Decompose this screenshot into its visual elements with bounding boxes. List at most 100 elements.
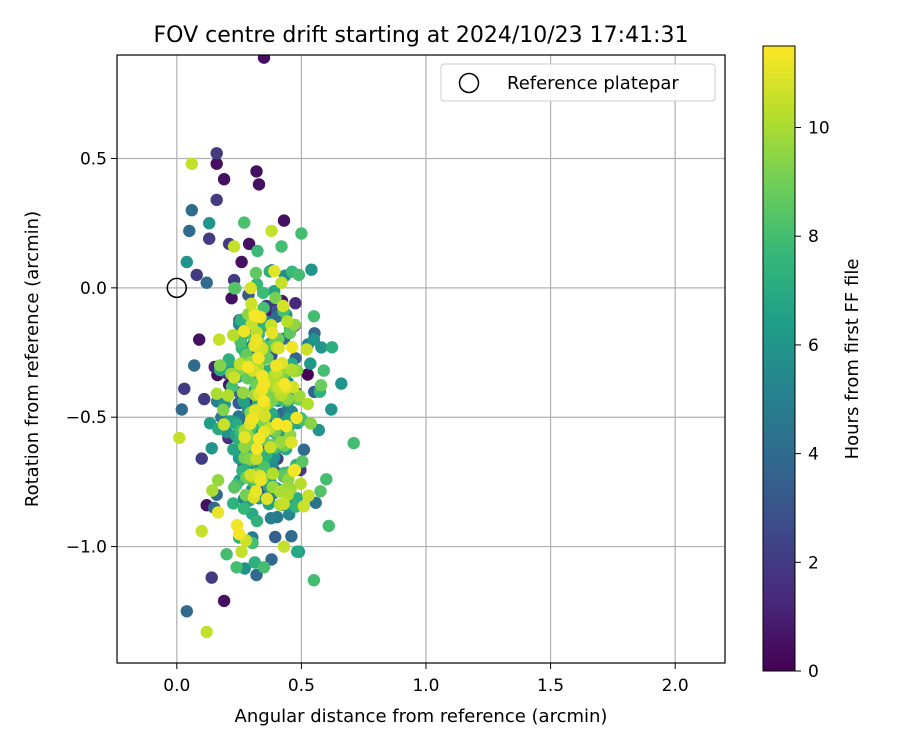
data-point xyxy=(295,227,308,240)
data-point xyxy=(173,431,186,445)
data-point xyxy=(195,524,208,538)
data-point xyxy=(195,452,208,465)
data-point xyxy=(210,147,223,160)
data-point xyxy=(270,359,283,372)
data-point xyxy=(254,474,267,487)
y-tick-label: −0.5 xyxy=(66,408,107,428)
chart-title: FOV centre drift starting at 2024/10/23 … xyxy=(154,23,689,48)
data-point xyxy=(249,485,263,498)
data-point xyxy=(253,432,266,445)
data-point xyxy=(302,489,315,502)
data-point xyxy=(315,341,328,354)
data-point xyxy=(227,371,241,384)
data-point xyxy=(211,506,225,519)
data-point xyxy=(220,548,233,561)
data-point xyxy=(307,333,321,346)
x-tick-label: 1.0 xyxy=(412,676,439,696)
data-point xyxy=(193,333,206,346)
data-point xyxy=(322,519,335,533)
data-point xyxy=(210,387,223,400)
data-point xyxy=(294,477,307,490)
data-point xyxy=(297,500,311,513)
data-point xyxy=(227,443,240,456)
data-point xyxy=(300,343,313,356)
data-point xyxy=(244,468,257,482)
data-point xyxy=(185,204,198,217)
data-point xyxy=(250,514,264,528)
data-point xyxy=(236,386,250,399)
data-point xyxy=(183,224,196,238)
data-point xyxy=(185,157,198,170)
data-point xyxy=(256,286,270,300)
data-point xyxy=(235,255,248,269)
data-point xyxy=(347,436,360,450)
data-point xyxy=(266,467,280,480)
data-point xyxy=(250,165,263,178)
reference-point-marker xyxy=(166,277,188,299)
data-point xyxy=(301,368,314,381)
data-point xyxy=(211,474,225,487)
data-point xyxy=(250,442,264,455)
data-point xyxy=(269,530,282,544)
data-point xyxy=(314,379,328,392)
data-point xyxy=(222,353,235,366)
data-point xyxy=(228,282,241,295)
data-point xyxy=(288,464,301,477)
data-point xyxy=(257,377,271,390)
data-point xyxy=(200,276,213,289)
data-point xyxy=(190,268,203,282)
data-point xyxy=(293,389,306,403)
data-point xyxy=(217,173,231,186)
data-point xyxy=(325,341,339,354)
data-point xyxy=(228,481,241,494)
y-tick-label: 0.5 xyxy=(80,149,107,169)
data-point xyxy=(258,409,271,423)
y-tick-label: −1.0 xyxy=(66,538,107,558)
legend: Reference platepar xyxy=(440,63,716,102)
data-point xyxy=(245,297,258,310)
data-point xyxy=(275,240,288,253)
grid-lines xyxy=(117,55,725,663)
data-point xyxy=(203,232,216,245)
data-point xyxy=(286,340,299,354)
data-point xyxy=(213,359,227,372)
colorbar: 0 2 4 6 8 10 Hours from first FF file xyxy=(762,45,863,682)
data-point xyxy=(257,55,271,64)
data-point xyxy=(198,392,211,406)
data-point xyxy=(205,442,218,455)
data-point xyxy=(206,484,219,497)
data-point xyxy=(238,440,251,453)
data-point xyxy=(225,292,238,305)
colorbar-tick-label: 4 xyxy=(808,445,819,465)
data-point xyxy=(227,328,240,342)
data-point xyxy=(230,561,243,574)
data-point xyxy=(250,334,263,347)
data-point xyxy=(235,545,248,558)
data-point xyxy=(297,443,311,456)
data-point xyxy=(175,403,188,416)
data-point xyxy=(275,276,288,289)
data-point xyxy=(285,436,298,449)
data-point xyxy=(246,412,259,426)
legend-marker-open-circle xyxy=(458,72,480,94)
data-points xyxy=(173,55,360,639)
data-point xyxy=(304,357,317,370)
data-point xyxy=(249,266,263,280)
data-point xyxy=(203,217,216,230)
y-tick-label: 0.0 xyxy=(80,279,107,299)
data-point xyxy=(264,441,277,454)
data-point xyxy=(314,485,327,498)
data-point xyxy=(237,502,251,515)
data-point xyxy=(277,497,290,511)
data-point xyxy=(268,264,281,278)
data-point xyxy=(260,492,274,505)
data-point xyxy=(305,263,318,276)
x-axis-ticks: 0.0 0.5 1.0 1.5 2.0 xyxy=(163,663,689,696)
data-point xyxy=(205,571,218,584)
data-point xyxy=(307,574,321,587)
data-point xyxy=(237,325,251,338)
data-point xyxy=(301,397,314,411)
data-point xyxy=(296,455,309,468)
data-point xyxy=(269,291,282,305)
colorbar-tick-label: 6 xyxy=(808,336,819,356)
